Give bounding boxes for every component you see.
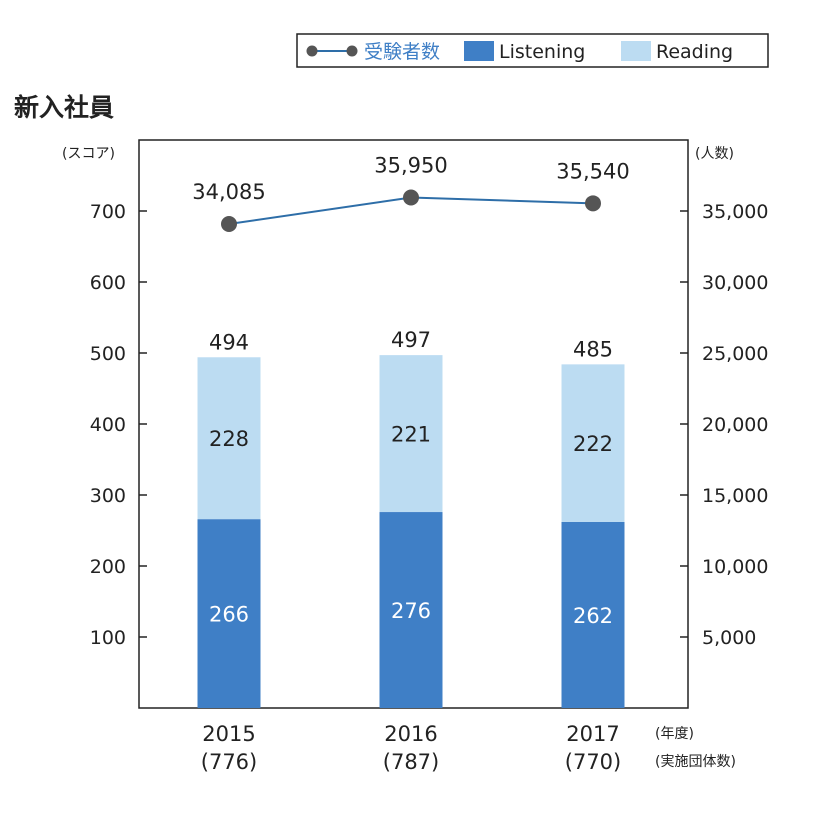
left-axis-tick-label: 400 xyxy=(90,414,126,436)
right-axis: 5,000 10,000 15,000 20,000 25,000 30,000 35,00… xyxy=(680,201,768,649)
left-axis-tick-label: 500 xyxy=(90,343,126,365)
bar-total-label: 485 xyxy=(573,337,613,361)
left-axis-tick-label: 200 xyxy=(90,556,126,578)
left-axis-tick-label: 300 xyxy=(90,485,126,507)
left-axis: 100 200 300 400 500 600 700 xyxy=(90,201,147,649)
bar-listening-label: 266 xyxy=(209,603,249,627)
bar-total-label: 497 xyxy=(391,328,431,352)
examinees-point-label: 34,085 xyxy=(192,180,265,204)
right-axis-tick-label: 35,000 xyxy=(702,201,768,223)
right-axis-unit: (人数) xyxy=(695,146,734,162)
right-axis-tick-label: 30,000 xyxy=(702,272,768,294)
legend: 受験者数 Listening Reading xyxy=(296,33,769,68)
chart-title: 新入社員 xyxy=(14,93,114,122)
bar-listening xyxy=(379,512,443,708)
legend-label-listening: Listening xyxy=(499,41,585,63)
examinees-point xyxy=(403,189,419,206)
legend-swatch-listening xyxy=(464,41,494,61)
right-axis-tick-label: 25,000 xyxy=(702,343,768,365)
bar-listening-label: 276 xyxy=(391,599,431,623)
legend-box xyxy=(296,33,769,68)
right-axis-tick-label: 5,000 xyxy=(702,627,756,649)
examinees-point-label: 35,540 xyxy=(556,159,629,183)
left-axis-unit: (スコア) xyxy=(62,146,115,162)
x-category-label: 2017 xyxy=(566,722,619,746)
bar-listening xyxy=(561,521,625,708)
right-axis-tick-label: 20,000 xyxy=(702,414,768,436)
examinees-point-label: 35,950 xyxy=(374,154,447,178)
x-unit-organizations: (実施団体数) xyxy=(655,754,736,770)
bar-listening-label: 262 xyxy=(573,604,613,628)
bar-reading-label: 221 xyxy=(391,423,431,447)
examinees-point xyxy=(585,195,601,212)
bar-reading xyxy=(379,355,443,513)
legend-line-marker-right xyxy=(346,45,358,57)
x-category-label: 2016 xyxy=(384,722,437,746)
bar-reading-label: 222 xyxy=(573,432,613,456)
bar-reading xyxy=(197,357,261,520)
legend-swatch-reading xyxy=(621,41,651,61)
legend-line-marker-left xyxy=(306,45,318,57)
examinees-point xyxy=(221,215,237,232)
bars: 266 228 494 276 221 497 262 222 485 xyxy=(197,328,625,708)
x-unit-year: (年度) xyxy=(655,726,694,742)
examinees-line: 34,085 35,950 35,540 xyxy=(192,154,630,232)
x-axis-labels: 2015 (776) 2016 (787) 2017 (770) xyxy=(201,722,621,774)
bar-total-label: 494 xyxy=(209,330,249,354)
bar-listening xyxy=(197,519,261,708)
x-category-sublabel: (770) xyxy=(565,750,621,774)
bar-reading xyxy=(561,364,625,522)
left-axis-tick-label: 700 xyxy=(90,201,126,223)
right-axis-tick-label: 15,000 xyxy=(702,485,768,507)
legend-label-reading: Reading xyxy=(656,41,733,63)
left-axis-tick-label: 600 xyxy=(90,272,126,294)
bar-reading-label: 228 xyxy=(209,427,249,451)
x-category-label: 2015 xyxy=(202,722,255,746)
legend-label-examinees: 受験者数 xyxy=(364,41,440,63)
right-axis-tick-label: 10,000 xyxy=(702,556,768,578)
x-category-sublabel: (787) xyxy=(383,750,439,774)
x-category-sublabel: (776) xyxy=(201,750,257,774)
left-axis-tick-label: 100 xyxy=(90,627,126,649)
